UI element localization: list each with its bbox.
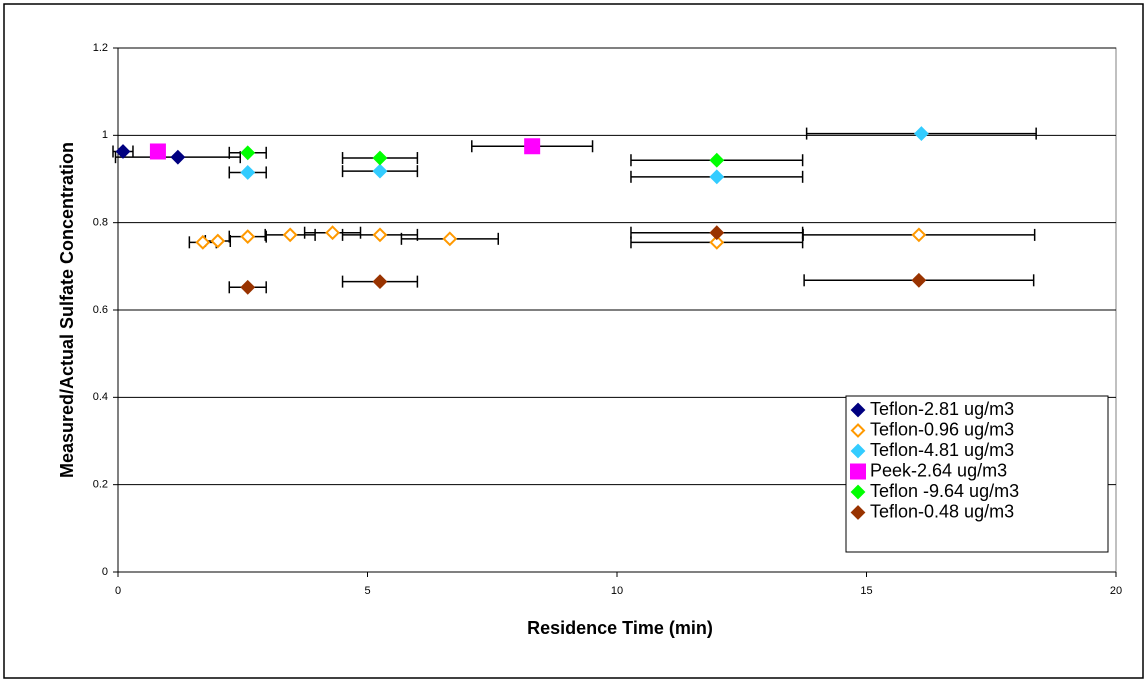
y-tick-label: 1.2: [93, 42, 108, 54]
marker: [913, 126, 929, 142]
y-tick-label: 1: [102, 129, 108, 141]
x-tick-label: 0: [115, 585, 121, 597]
marker: [240, 229, 256, 245]
marker: [282, 227, 298, 243]
marker: [911, 272, 927, 288]
legend-marker: [850, 463, 866, 480]
marker: [372, 227, 388, 243]
legend-label: Teflon-4.81 ug/m3: [870, 440, 1014, 460]
x-tick-label: 20: [1110, 585, 1122, 597]
marker: [524, 138, 541, 155]
marker: [325, 225, 340, 241]
y-tick-label: 0.6: [93, 304, 108, 316]
y-tick-label: 0.2: [93, 479, 108, 491]
x-tick-label: 15: [860, 585, 872, 597]
marker: [210, 233, 226, 249]
legend-marker: [850, 443, 866, 459]
legend-marker: [850, 505, 866, 520]
legend-label: Teflon-0.96 ug/m3: [870, 419, 1014, 439]
marker: [240, 279, 256, 295]
legend-box: [845, 395, 1109, 553]
legend-marker: [850, 484, 866, 500]
y-tick-label: 0.4: [93, 391, 108, 403]
y-tick-label: 0: [102, 566, 108, 578]
marker: [709, 169, 725, 185]
marker: [372, 163, 388, 179]
legend-label: Teflon-0.48 ug/m3: [870, 501, 1014, 521]
x-axis-title: Residence Time (min): [527, 618, 713, 638]
marker: [372, 274, 388, 290]
marker: [709, 234, 725, 250]
legend-label: Peek-2.64 ug/m3: [870, 460, 1007, 480]
legend-marker: [850, 423, 866, 438]
marker: [442, 231, 458, 247]
marker: [195, 234, 211, 250]
marker: [911, 227, 927, 243]
marker: [149, 143, 166, 160]
x-tick-label: 5: [364, 585, 370, 597]
marker: [240, 165, 256, 180]
legend-marker: [850, 402, 866, 418]
y-tick-label: 0.8: [93, 217, 108, 229]
x-tick-label: 10: [611, 585, 623, 597]
marker: [709, 225, 725, 241]
marker: [170, 149, 186, 165]
marker: [115, 144, 131, 159]
marker: [709, 152, 725, 168]
marker: [240, 145, 256, 161]
y-axis-title: Measured/Actual Sulfate Concentration: [57, 142, 77, 478]
legend-label: Teflon-2.81 ug/m3: [870, 399, 1014, 419]
marker: [372, 150, 388, 166]
legend-label: Teflon -9.64 ug/m3: [870, 481, 1019, 501]
